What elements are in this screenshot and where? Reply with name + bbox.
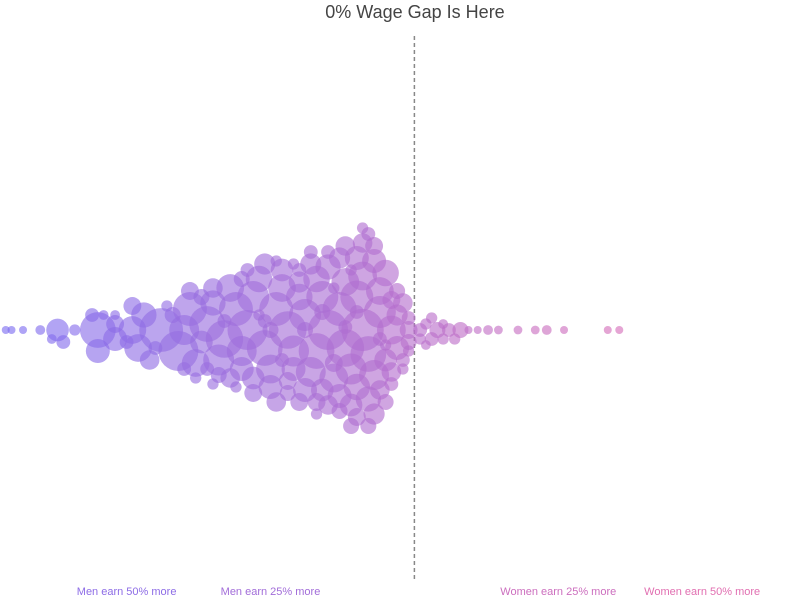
bubble — [560, 326, 569, 334]
bubble — [363, 403, 385, 425]
bubble — [441, 323, 456, 337]
bubble — [1, 326, 10, 334]
bubble — [494, 325, 503, 335]
bubble — [85, 339, 110, 363]
bubble — [401, 311, 416, 325]
bubble — [35, 325, 46, 335]
bubble — [279, 385, 296, 401]
bubble — [483, 325, 493, 335]
bubble — [384, 377, 399, 391]
bubble — [393, 293, 413, 313]
bubble — [230, 381, 242, 393]
bubble — [513, 325, 523, 335]
bubble — [395, 353, 410, 367]
bubble — [425, 312, 438, 324]
x-tick-label: Men earn 25% more — [221, 586, 321, 598]
bubble — [7, 326, 16, 334]
bubble — [139, 350, 160, 370]
bubble — [397, 363, 409, 375]
x-tick-label: Men earn 50% more — [77, 586, 177, 598]
bubble — [464, 326, 473, 334]
annotation-text: 0% Wage Gap Is Here — [325, 2, 504, 22]
bubble — [399, 321, 418, 339]
bubble — [244, 384, 263, 402]
bubble — [347, 408, 366, 426]
x-tick-label: Women earn 25% more — [500, 586, 616, 598]
x-tick-label: Women earn 50% more — [644, 586, 760, 598]
bubble — [19, 326, 28, 334]
bubble — [56, 335, 71, 349]
bubble — [254, 253, 276, 275]
bubble — [615, 326, 624, 334]
bubble — [402, 345, 415, 357]
bubble — [530, 325, 540, 335]
bubble — [603, 326, 612, 334]
bubble — [110, 310, 121, 320]
bubble — [69, 324, 81, 336]
bubble — [310, 408, 323, 420]
bubble — [98, 310, 109, 320]
bubble — [541, 325, 552, 335]
bubble — [377, 394, 394, 410]
bubble — [381, 362, 402, 382]
bubble — [473, 326, 482, 334]
bubble — [372, 259, 399, 287]
bubble — [452, 322, 469, 338]
